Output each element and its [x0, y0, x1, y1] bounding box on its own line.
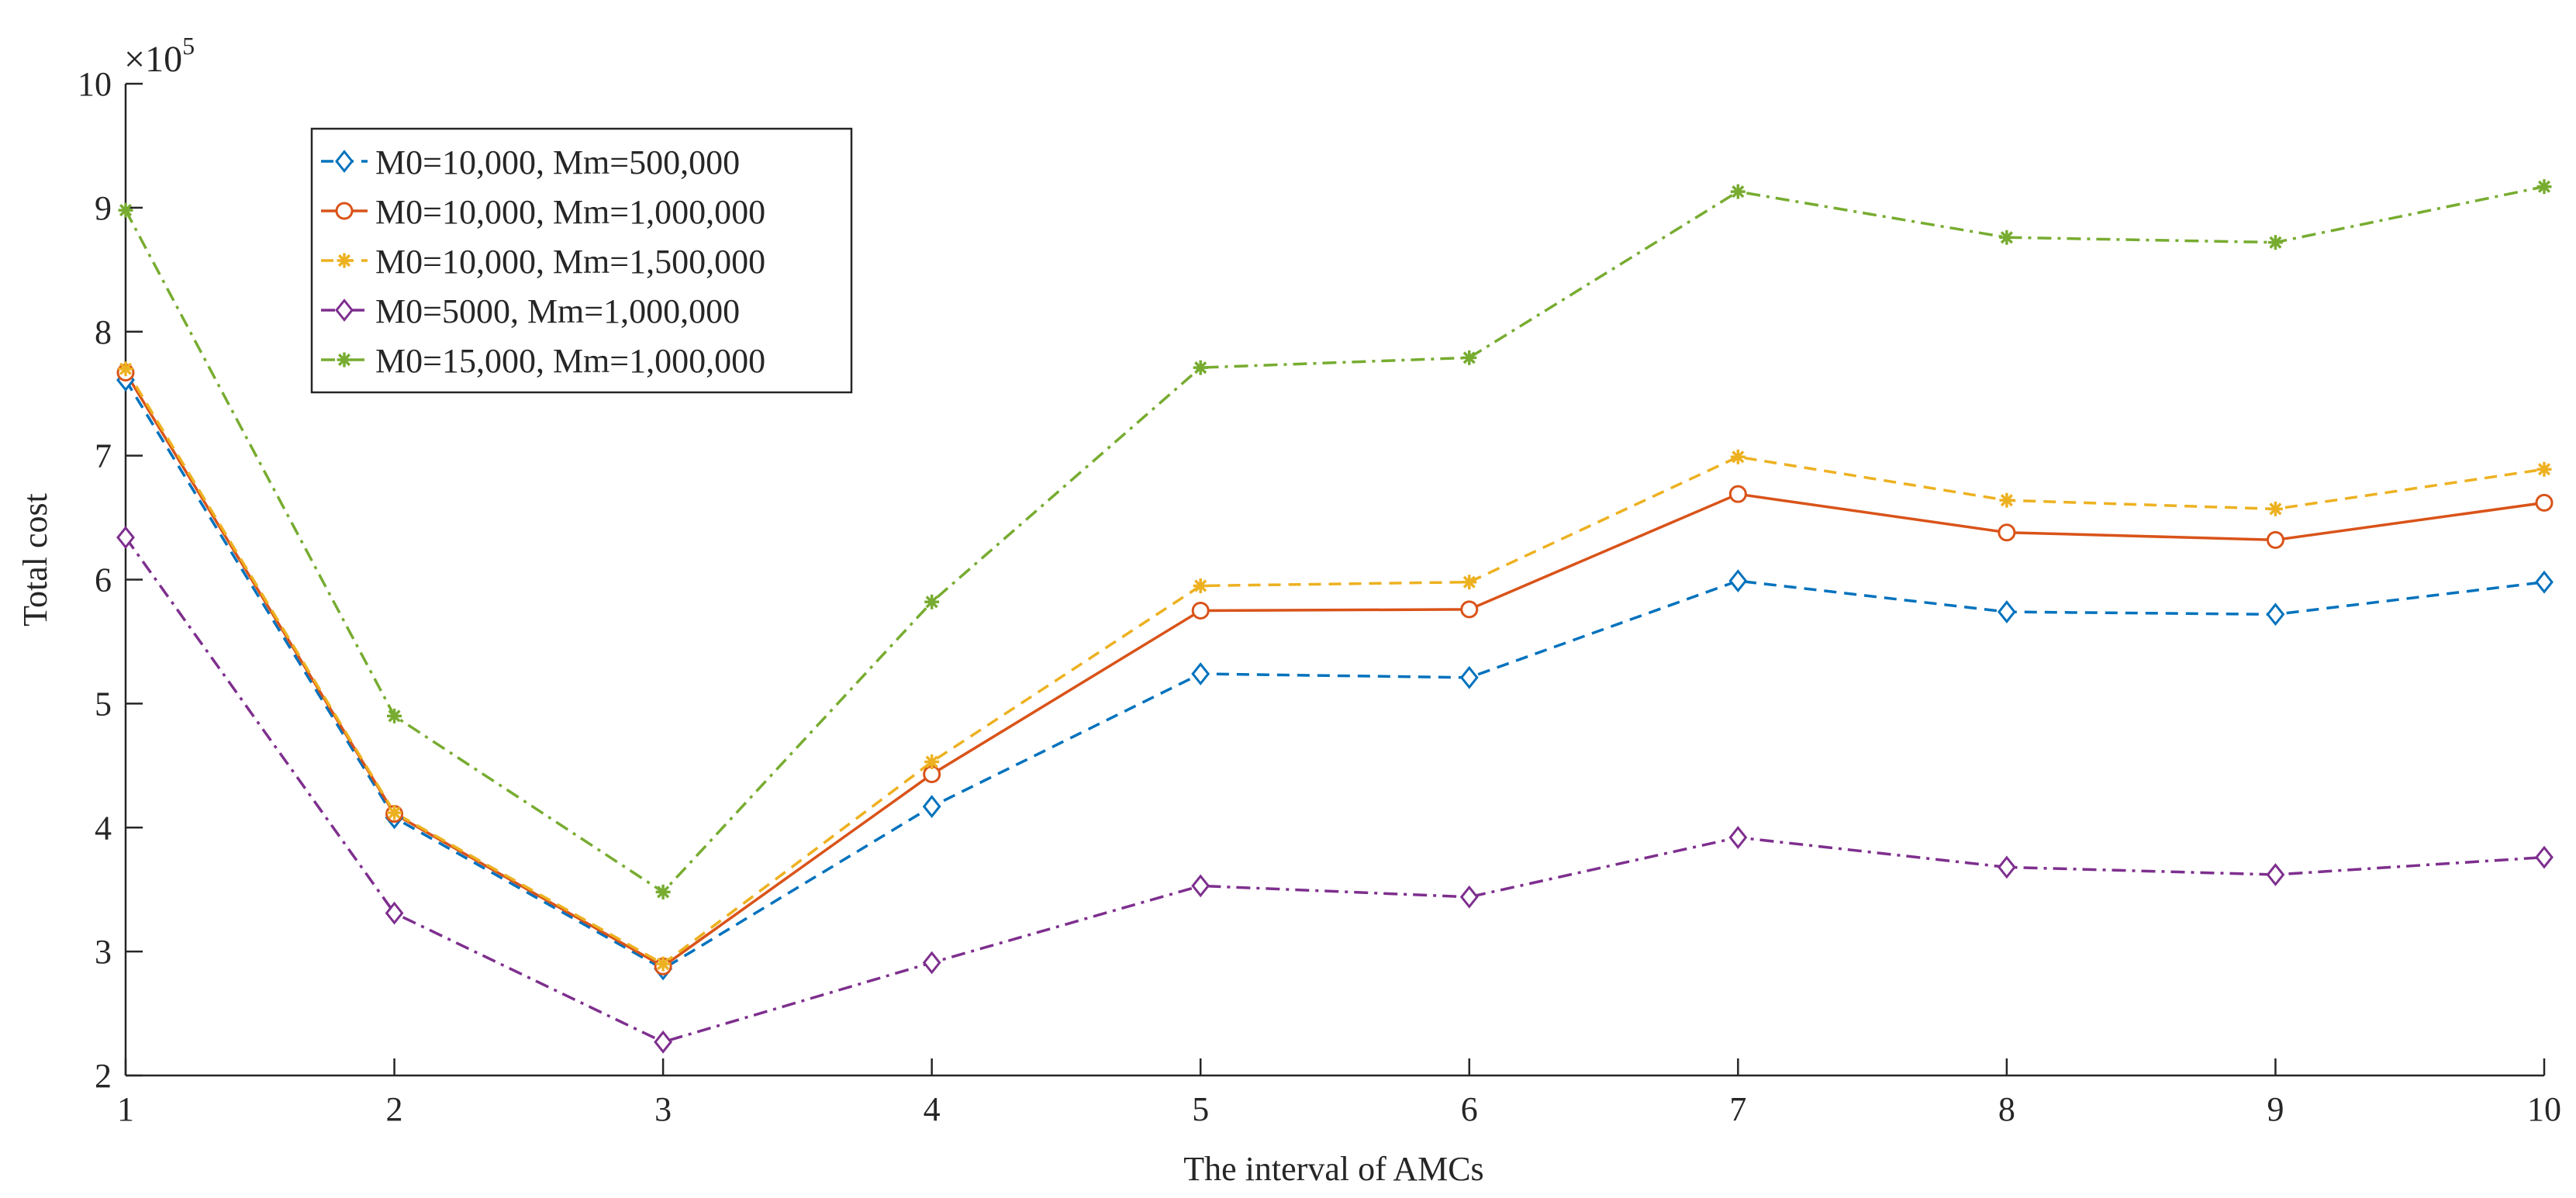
data-point-series-4 [116, 526, 135, 550]
x-tick-label: 5 [1192, 1090, 1209, 1128]
data-point-series-4 [1191, 874, 1210, 898]
data-point-series-3 [655, 956, 671, 972]
y-tick-label: 5 [95, 685, 112, 723]
data-point-series-3 [1999, 492, 2015, 508]
data-point-series-1 [922, 795, 941, 818]
data-point-series-4 [2535, 845, 2554, 869]
y-tick-label: 10 [78, 65, 112, 103]
legend-marker [335, 202, 354, 220]
legend-marker [335, 299, 354, 322]
x-tick-label: 1 [117, 1090, 134, 1128]
data-point-series-3 [1462, 575, 1477, 590]
y-tick-label: 4 [95, 809, 112, 847]
data-point-series-4 [385, 901, 404, 925]
legend-label: M0=15,000, Mm=1,000,000 [375, 342, 765, 380]
data-point-series-3 [387, 805, 402, 820]
data-point-series-3 [924, 754, 940, 770]
data-point-series-5 [118, 202, 133, 218]
data-point-series-4 [1459, 885, 1479, 909]
data-point-series-1 [1191, 662, 1210, 685]
data-point-series-2 [1191, 601, 1210, 620]
x-tick-label: 8 [1998, 1090, 2015, 1128]
data-point-series-2 [1460, 600, 1479, 619]
legend-marker [337, 352, 352, 368]
x-tick-label: 10 [2527, 1090, 2561, 1128]
legend-item-1: M0=10,000, Mm=500,000 [321, 143, 740, 181]
legend: M0=10,000, Mm=500,000 M0=10,000, Mm=1,000… [310, 127, 853, 394]
data-point-series-4 [1728, 826, 1748, 849]
data-point-series-5 [1462, 350, 1477, 365]
legend-item-2: M0=10,000, Mm=1,000,000 [321, 193, 765, 231]
data-point-series-5 [924, 594, 940, 609]
series-lines [124, 185, 2545, 1044]
series-line-1 [124, 379, 2545, 971]
x-axis-label: The interval of AMCs [1183, 1150, 1483, 1188]
data-point-series-1 [1728, 569, 1748, 593]
legend-marker [335, 150, 354, 173]
x-tick-label: 4 [924, 1090, 941, 1128]
data-point-series-2 [1998, 523, 2016, 542]
y-tick-label: 6 [95, 561, 112, 599]
data-point-series-3 [2536, 461, 2552, 477]
y-exponent-power: 5 [182, 32, 195, 60]
legend-item-4: M0=5000, Mm=1,000,000 [321, 292, 740, 330]
y-tick-label: 9 [95, 189, 112, 227]
data-point-series-5 [1193, 360, 1208, 375]
legend-item-5: M0=15,000, Mm=1,000,000 [321, 342, 765, 380]
legend-item-3: M0=10,000, Mm=1,500,000 [321, 243, 765, 281]
series-markers [116, 179, 2554, 1054]
x-tick-label: 6 [1461, 1090, 1478, 1128]
data-point-series-3 [118, 361, 133, 377]
data-point-series-5 [1730, 184, 1746, 199]
x-tick-label: 2 [386, 1090, 403, 1128]
series-line-4 [124, 537, 2545, 1044]
data-point-series-2 [2535, 493, 2554, 512]
data-point-series-3 [2267, 501, 2283, 516]
data-point-series-2 [1728, 485, 1747, 503]
legend-label: M0=10,000, Mm=1,500,000 [375, 243, 765, 281]
y-exponent-label: ×105 [124, 32, 195, 80]
legend-label: M0=5000, Mm=1,000,000 [375, 292, 740, 330]
x-tick-label: 9 [2267, 1090, 2284, 1128]
x-tick-label: 3 [654, 1090, 672, 1128]
y-axis-label: Total cost [16, 493, 54, 627]
legend-box [310, 127, 853, 394]
data-point-series-5 [655, 884, 671, 899]
series-line-2 [124, 371, 2545, 968]
y-tick-label: 7 [95, 437, 112, 475]
data-point-series-1 [1997, 600, 2016, 623]
data-point-series-1 [2266, 602, 2285, 627]
y-exponent-base: ×10 [124, 39, 182, 80]
data-point-series-1 [2535, 570, 2554, 594]
y-tick-label: 2 [95, 1057, 112, 1095]
data-point-series-4 [2266, 863, 2285, 886]
data-point-series-4 [922, 951, 941, 975]
data-point-series-5 [387, 708, 402, 723]
legend-marker [337, 253, 352, 268]
svg-text:×105: ×105 [124, 32, 195, 80]
data-point-series-3 [1730, 449, 1746, 464]
data-point-series-2 [2266, 530, 2284, 549]
data-point-series-5 [1999, 230, 2015, 245]
x-tick-label: 7 [1729, 1090, 1746, 1128]
y-tick-label: 3 [95, 933, 112, 971]
series-line-3 [124, 368, 2545, 965]
legend-label: M0=10,000, Mm=500,000 [375, 143, 740, 181]
y-tick-label: 8 [95, 313, 112, 351]
data-point-series-5 [2267, 235, 2283, 250]
data-point-series-5 [2536, 179, 2552, 195]
legend-label: M0=10,000, Mm=1,000,000 [375, 193, 765, 231]
data-point-series-4 [654, 1030, 673, 1054]
data-point-series-4 [1997, 855, 2016, 879]
series-line-5 [124, 185, 2545, 894]
data-point-series-1 [1459, 665, 1479, 689]
data-point-series-3 [1193, 578, 1208, 593]
